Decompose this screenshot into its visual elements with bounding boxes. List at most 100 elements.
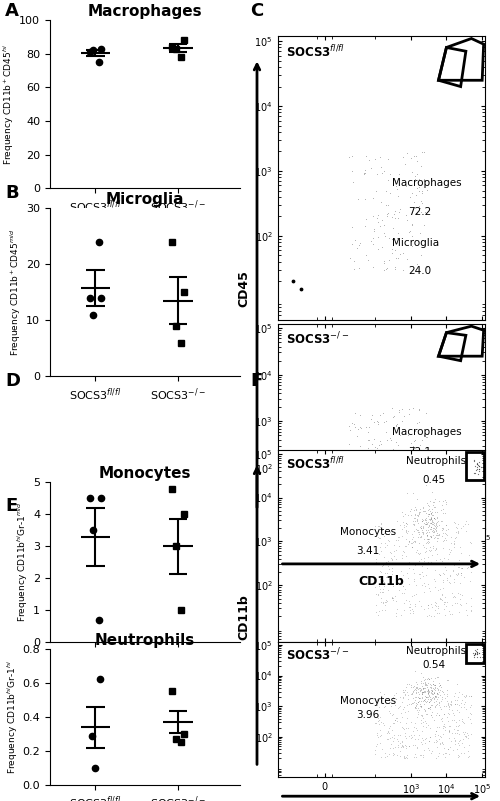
Point <box>452 521 460 533</box>
Point <box>422 526 430 539</box>
Point <box>372 694 380 707</box>
Point <box>427 686 435 699</box>
Point <box>425 499 433 512</box>
Point <box>420 501 428 514</box>
Point <box>374 729 382 742</box>
Point <box>402 208 410 221</box>
Point <box>430 512 438 525</box>
Point <box>420 173 428 186</box>
Point <box>415 528 423 541</box>
Point <box>370 416 378 429</box>
Point <box>438 554 446 567</box>
Point <box>416 404 424 417</box>
Point <box>426 513 434 525</box>
Point <box>402 517 410 529</box>
Point <box>432 706 440 719</box>
Point <box>473 646 481 659</box>
Point <box>389 221 397 234</box>
Point <box>386 431 394 444</box>
Point <box>398 741 406 754</box>
Point <box>381 747 389 760</box>
Point <box>378 751 386 763</box>
Point <box>382 594 390 607</box>
Point <box>430 730 438 743</box>
Point <box>420 175 428 187</box>
Point <box>396 740 404 753</box>
Point <box>376 532 384 545</box>
Point <box>432 683 440 696</box>
Point <box>473 648 481 661</box>
Point <box>449 590 457 603</box>
Point <box>373 442 381 455</box>
Point <box>399 683 407 696</box>
Point <box>411 558 419 571</box>
Point <box>448 727 456 739</box>
Point <box>408 541 416 553</box>
Point <box>400 158 408 171</box>
Point <box>428 514 436 527</box>
Point <box>376 219 384 232</box>
Point <box>432 690 440 702</box>
Point <box>390 409 398 422</box>
Point <box>436 701 444 714</box>
Point <box>406 607 414 620</box>
Point <box>410 695 418 708</box>
Point <box>404 705 412 718</box>
Point <box>385 573 393 586</box>
Point <box>380 718 388 731</box>
Point <box>435 607 443 620</box>
Point <box>414 512 422 525</box>
Point <box>424 693 432 706</box>
Point <box>393 715 401 728</box>
Text: Neutrophils: Neutrophils <box>406 646 466 657</box>
Point <box>424 533 432 545</box>
Point <box>428 509 436 521</box>
Point <box>460 690 468 702</box>
Point <box>434 708 442 721</box>
Point <box>417 714 425 727</box>
Text: Microglia: Microglia <box>392 238 439 248</box>
Point <box>400 604 408 617</box>
Text: 0.45: 0.45 <box>423 475 446 485</box>
Point <box>411 701 419 714</box>
Point <box>452 719 460 732</box>
Point <box>422 517 430 530</box>
Point <box>476 465 484 477</box>
Point <box>416 681 424 694</box>
Point <box>432 692 440 705</box>
Point <box>394 227 402 239</box>
Point <box>421 694 429 707</box>
Point <box>360 163 368 176</box>
Point <box>436 736 444 749</box>
Point <box>436 678 444 691</box>
Point <box>423 517 431 529</box>
Point <box>426 690 434 703</box>
Point <box>383 566 391 579</box>
Point <box>428 687 436 700</box>
Point <box>411 747 419 760</box>
Point <box>380 255 388 268</box>
Point <box>426 494 434 507</box>
Point <box>420 533 428 545</box>
Point <box>428 509 436 521</box>
Point <box>439 727 447 740</box>
Point <box>456 593 464 606</box>
Point <box>417 666 425 679</box>
Point <box>394 530 402 543</box>
Point <box>357 446 365 459</box>
Point <box>464 745 472 758</box>
Point <box>394 729 402 742</box>
Point <box>455 606 463 618</box>
Point <box>423 525 431 538</box>
Point <box>403 686 411 698</box>
Point <box>426 692 434 705</box>
Point <box>383 262 391 275</box>
Point <box>408 533 416 545</box>
Point <box>414 509 422 521</box>
Point <box>416 674 424 687</box>
Point <box>372 185 380 198</box>
Point <box>455 727 463 740</box>
Point <box>384 207 392 219</box>
Point <box>432 596 440 609</box>
Point <box>384 174 392 187</box>
